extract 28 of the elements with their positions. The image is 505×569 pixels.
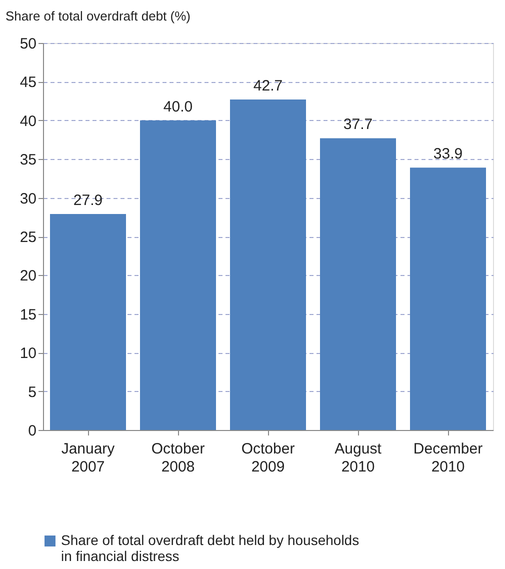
y-tick-label: 30 [20,190,36,208]
x-tick-label: October 2009 [241,440,295,476]
data-label: 33.9 [433,146,463,163]
bar [230,100,306,430]
y-tick-label: 35 [20,152,36,169]
x-tick-label: October 2008 [151,440,205,476]
x-tick-label: August 2010 [334,440,382,476]
legend-label: Share of total overdraft debt held by households in financial distress [61,532,360,564]
bar [140,120,216,430]
bar [410,168,486,430]
y-tick-label: 0 [28,422,36,440]
y-tick-label: 40 [20,112,36,130]
y-tick-label: 45 [20,74,36,92]
y-tick-label: 5 [28,384,36,401]
data-label: 40.0 [163,98,193,116]
y-axis-title: Share of total overdraft debt (%) [6,8,190,24]
y-tick-label: 50 [20,36,36,52]
y-tick-label: 15 [20,306,36,324]
bar [320,138,396,430]
data-label: 42.7 [253,78,283,94]
data-label: 27.9 [73,192,103,210]
bar [50,214,126,430]
x-tick-label: December 2010 [413,440,483,476]
y-tick-label: 10 [20,345,36,362]
x-tick-label: January 2007 [61,440,116,476]
y-tick-label: 20 [20,268,36,285]
y-tick-label: 25 [20,229,36,246]
data-label: 37.7 [343,116,373,134]
